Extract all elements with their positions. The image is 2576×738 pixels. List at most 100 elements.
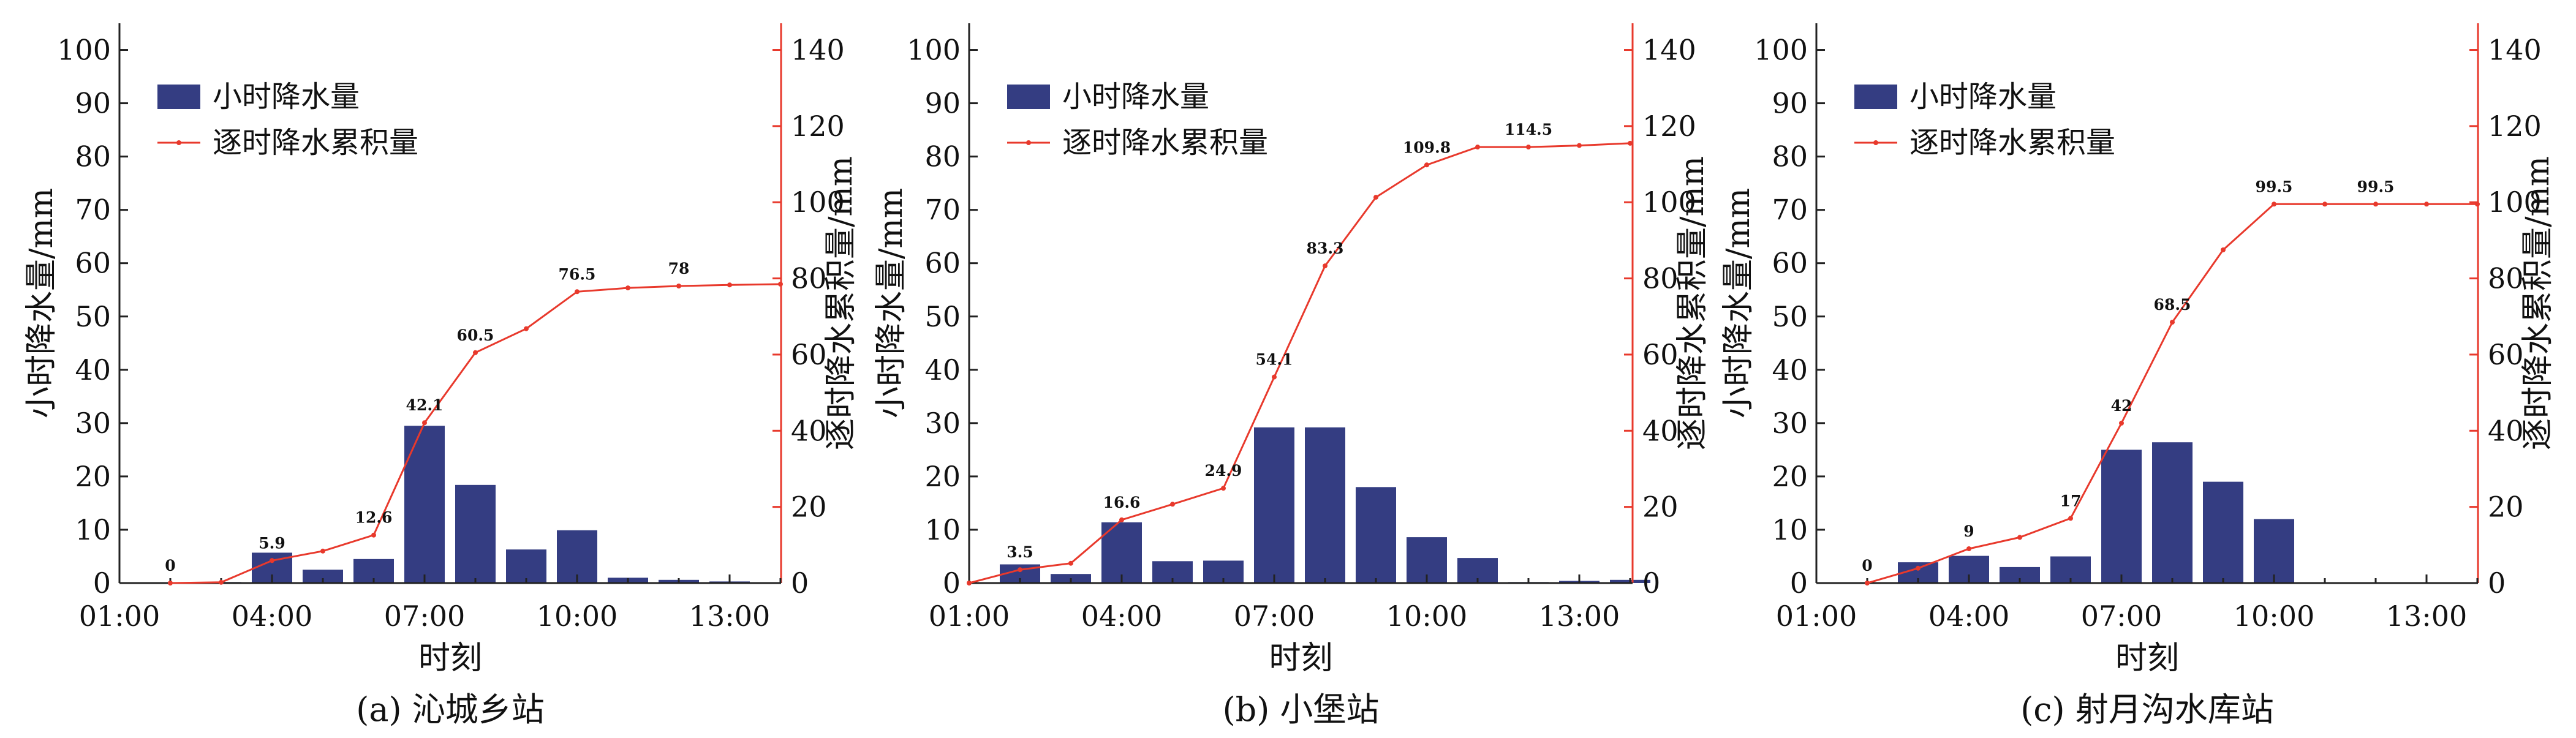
- panel-0-legend-bar-label: 小时降水量: [213, 80, 360, 114]
- panel-0-legend-bar-swatch: [157, 85, 200, 109]
- panel-2-y-tick-label-8: 80: [1772, 140, 1808, 173]
- panel-1-cumulative-point-1: [1018, 567, 1022, 573]
- panel-1-caption: (b) 小堡站: [1223, 690, 1380, 729]
- panel-0-y2-tick-label-4: 80: [791, 262, 827, 295]
- panel-2-y-tick-label-6: 60: [1772, 247, 1808, 280]
- panel-0-y-tick-label-1: 10: [75, 513, 111, 546]
- panel-0-y2-tick-label-0: 0: [791, 567, 809, 600]
- panel-0-cumulative-point-2: [270, 558, 274, 563]
- panel-1-data-label-0: 3.5: [1007, 543, 1033, 561]
- panel-1-legend-bar-label: 小时降水量: [1062, 80, 1209, 114]
- panel-1-cumulative-point-13: [1628, 140, 1633, 146]
- panel-0-cumulative-point-12: [778, 281, 783, 287]
- panel-1-cumulative-point-2: [1068, 560, 1073, 566]
- panel-1-x-tick-label-4: 13:00: [1539, 600, 1620, 633]
- panel-1-cumulative-point-4: [1170, 502, 1175, 507]
- panel-0-y2-tick-label-1: 20: [791, 491, 827, 524]
- panel-0-bar-3: [303, 570, 343, 583]
- panel-2-x-tick-label-2: 07:00: [2081, 600, 2162, 633]
- panel-1-data-label-5: 109.8: [1403, 138, 1451, 156]
- panel-0-data-label-4: 60.5: [457, 326, 494, 344]
- panel-1-y-tick-label-10: 100: [907, 34, 961, 67]
- panel-2-data-label-4: 68.5: [2154, 296, 2191, 314]
- panel-1-data-label-3: 54.1: [1256, 351, 1293, 369]
- panel-1-cumulative-point-10: [1475, 145, 1480, 150]
- panel-1-y2-tick-label-4: 80: [1642, 262, 1679, 295]
- panel-0-y-tick-label-9: 90: [75, 87, 111, 120]
- panel-0-data-label-1: 5.9: [259, 534, 285, 552]
- panel-1-bar-6: [1305, 427, 1345, 583]
- panel-2-data-label-6: 99.5: [2357, 178, 2395, 195]
- panel-1-legend-line-marker: [1026, 140, 1031, 145]
- panel-2-y-tick-label-9: 90: [1772, 87, 1808, 120]
- panel-0-cumulative-point-11: [727, 282, 732, 288]
- panel-0-y-axis-title: 小时降水量/mm: [23, 188, 60, 418]
- panel-2-cumulative-point-1: [1916, 565, 1921, 571]
- panel-2-x-tick-label-3: 10:00: [2234, 600, 2315, 633]
- panel-2-y2-tick-label-4: 80: [2488, 262, 2524, 295]
- panel-0-y-tick-label-5: 50: [75, 300, 111, 333]
- panel-0-cumulative-point-3: [320, 548, 325, 554]
- panel-0-x-tick-label-4: 13:00: [689, 600, 771, 633]
- panel-2-y-tick-label-7: 70: [1772, 194, 1808, 227]
- panel-0-bar-6: [455, 484, 496, 583]
- panel-2-y2-tick-label-0: 0: [2488, 567, 2506, 600]
- panel-2-x-tick-label-0: 01:00: [1776, 600, 1857, 633]
- panel-0-cumulative-point-7: [524, 326, 529, 331]
- panel-0-caption: (a) 沁城乡站: [356, 690, 545, 729]
- panel-2-cumulative-point-0: [1865, 581, 1870, 586]
- panel-1-y-tick-label-6: 60: [924, 247, 961, 280]
- panel-1-y2-tick-label-2: 40: [1642, 414, 1679, 447]
- panel-1-y2-axis-title: 逐时降水累积量/mm: [1674, 156, 1711, 450]
- panel-2-y2-tick-label-5: 100: [2488, 186, 2542, 219]
- panel-2-y2-axis-title: 逐时降水累积量/mm: [2520, 156, 2556, 450]
- panel-2-cumulative-point-5: [2119, 420, 2124, 426]
- panel-2-data-label-2: 17: [2060, 492, 2082, 510]
- panel-2-legend-bar-swatch: [1854, 85, 1897, 109]
- panel-2-cumulative-point-9: [2322, 201, 2327, 207]
- panel-1-cumulative-point-9: [1424, 162, 1429, 168]
- panel-1-cumulative-point-0: [967, 581, 972, 586]
- panel-1-y2-tick-label-3: 60: [1642, 338, 1679, 371]
- panel-0-data-label-2: 12.6: [355, 509, 393, 527]
- panel-0-cumulative-point-1: [219, 579, 224, 585]
- panel-2-y2-tick-label-3: 60: [2488, 338, 2524, 371]
- panel-0-x-axis-title: 时刻: [418, 640, 482, 677]
- panel-0-y2-axis-title: 逐时降水累积量/mm: [823, 156, 859, 450]
- panel-2-caption: (c) 射月沟水库站: [2020, 690, 2274, 729]
- panel-2-cumulative-point-10: [2373, 201, 2378, 207]
- panel-1-x-tick-label-3: 10:00: [1386, 600, 1468, 633]
- panel-2-y2-tick-label-6: 120: [2488, 110, 2542, 143]
- panel-2-y-tick-label-10: 100: [1754, 34, 1808, 67]
- panel-0-x-tick-label-2: 07:00: [384, 600, 466, 633]
- panel-0-cumulative-point-9: [625, 285, 630, 291]
- panel-0-cumulative-point-5: [422, 420, 427, 426]
- panel-0-y-tick-label-0: 0: [93, 567, 111, 600]
- panel-2-y2-tick-label-2: 40: [2488, 414, 2524, 447]
- panel-2-bar-5: [2152, 442, 2193, 583]
- panel-0-data-label-3: 42.1: [406, 396, 444, 414]
- panel-1-bar-7: [1356, 487, 1396, 583]
- panel-1-y-tick-label-3: 30: [924, 407, 961, 440]
- panel-0-x-tick-label-3: 10:00: [537, 600, 618, 633]
- panel-0-bar-5: [404, 426, 445, 583]
- panel-2-y2-tick-label-7: 140: [2488, 34, 2542, 67]
- panel-1-y-tick-label-1: 10: [924, 513, 961, 546]
- panel-1-cumulative-point-5: [1221, 486, 1226, 491]
- panel-2-cumulative-point-2: [1966, 546, 1971, 551]
- panel-0-y-tick-label-6: 60: [75, 247, 111, 280]
- panel-1-legend-bar-swatch: [1007, 85, 1050, 109]
- panel-2-legend-line-marker: [1873, 140, 1878, 145]
- panel-2-y2-tick-label-1: 20: [2488, 491, 2524, 524]
- panel-0-x-tick-label-0: 01:00: [79, 600, 161, 633]
- panel-1-x-axis-title: 时刻: [1269, 640, 1332, 677]
- panel-1-x-tick-label-2: 07:00: [1234, 600, 1315, 633]
- panel-1-cumulative-point-11: [1526, 145, 1531, 150]
- panel-0-data-label-6: 78: [668, 260, 690, 277]
- panel-0-y-tick-label-2: 20: [75, 460, 111, 493]
- panel-0-y2-tick-label-5: 100: [791, 186, 845, 219]
- panel-2-cumulative-point-12: [2475, 201, 2480, 207]
- panel-2-cumulative-point-3: [2017, 535, 2022, 540]
- panel-1-y2-tick-label-0: 0: [1642, 567, 1660, 600]
